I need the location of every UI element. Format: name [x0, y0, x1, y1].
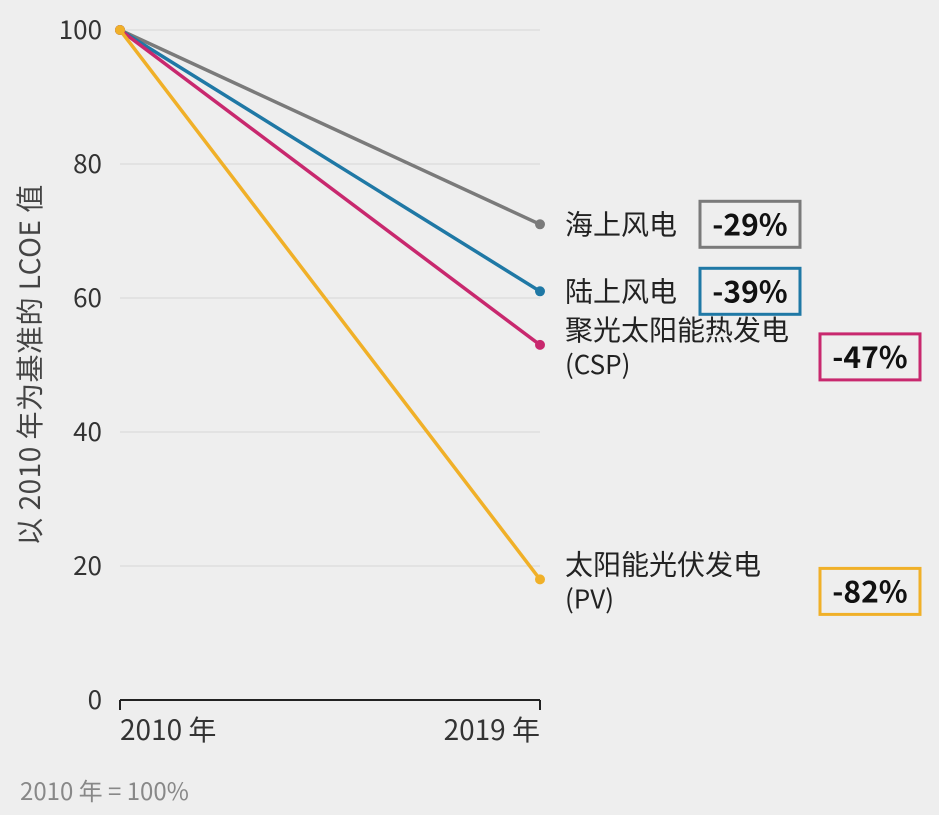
y-tick-label: 100: [59, 10, 102, 47]
y-tick-label: 40: [73, 412, 102, 449]
pct-label-pv: -82%: [832, 567, 907, 611]
pct-label-offshore_wind: -29%: [712, 200, 787, 244]
pct-label-onshore_wind: -39%: [712, 267, 787, 311]
series-end-pv: [535, 574, 545, 584]
series-label-csp: 聚光太阳能热发电: [565, 309, 789, 349]
series-label-onshore_wind: 陆上风电: [565, 270, 677, 310]
series-end-offshore_wind: [535, 219, 545, 229]
series-line-onshore_wind: [120, 30, 540, 291]
series-end-onshore_wind: [535, 286, 545, 296]
series-label-offshore_wind: 海上风电: [565, 203, 677, 243]
y-axis-title: 以 2010 年为基准的 LCOE 值: [9, 184, 49, 545]
series-label-pv: 太阳能光伏发电: [565, 543, 761, 583]
series-sublabel-pv: (PV): [565, 579, 614, 616]
y-tick-label: 0: [88, 680, 102, 717]
x-tick-label: 2019 年: [444, 709, 540, 749]
chart-footnote: 2010 年 = 100%: [20, 772, 189, 807]
chart-svg: 0 20 40 60 80 100 2010 年 2019 年 海上风电 -29% 陆上风电 -39%…: [0, 0, 939, 815]
y-tick-label: 20: [73, 546, 102, 583]
series-start-pv: [115, 25, 125, 35]
y-tick-label: 80: [73, 144, 102, 181]
series-end-csp: [535, 340, 545, 350]
lcoe-chart: 0 20 40 60 80 100 2010 年 2019 年 海上风电 -29% 陆上风电 -39%…: [0, 0, 939, 815]
x-tick-label: 2010 年: [120, 709, 216, 749]
y-tick-label: 60: [73, 278, 102, 315]
series-line-pv: [120, 30, 540, 579]
series-sublabel-csp: (CSP): [565, 345, 630, 382]
series-line-offshore_wind: [120, 30, 540, 224]
pct-label-csp: -47%: [832, 333, 907, 377]
